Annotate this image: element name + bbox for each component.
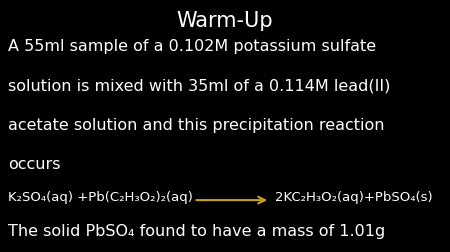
Text: solution is mixed with 35ml of a 0.114M lead(II): solution is mixed with 35ml of a 0.114M …	[8, 78, 391, 93]
Text: occurs: occurs	[8, 156, 61, 171]
Text: Warm-Up: Warm-Up	[177, 11, 273, 31]
Text: A 55ml sample of a 0.102M potassium sulfate: A 55ml sample of a 0.102M potassium sulf…	[8, 39, 376, 54]
Text: 2KC₂H₃O₂(aq)+PbSO₄(s): 2KC₂H₃O₂(aq)+PbSO₄(s)	[274, 190, 432, 203]
Text: acetate solution and this precipitation reaction: acetate solution and this precipitation …	[8, 117, 385, 132]
Text: K₂SO₄(aq) +Pb(C₂H₃O₂)₂(aq): K₂SO₄(aq) +Pb(C₂H₃O₂)₂(aq)	[8, 190, 193, 203]
Text: The solid PbSO₄ found to have a mass of 1.01g: The solid PbSO₄ found to have a mass of …	[8, 223, 385, 238]
